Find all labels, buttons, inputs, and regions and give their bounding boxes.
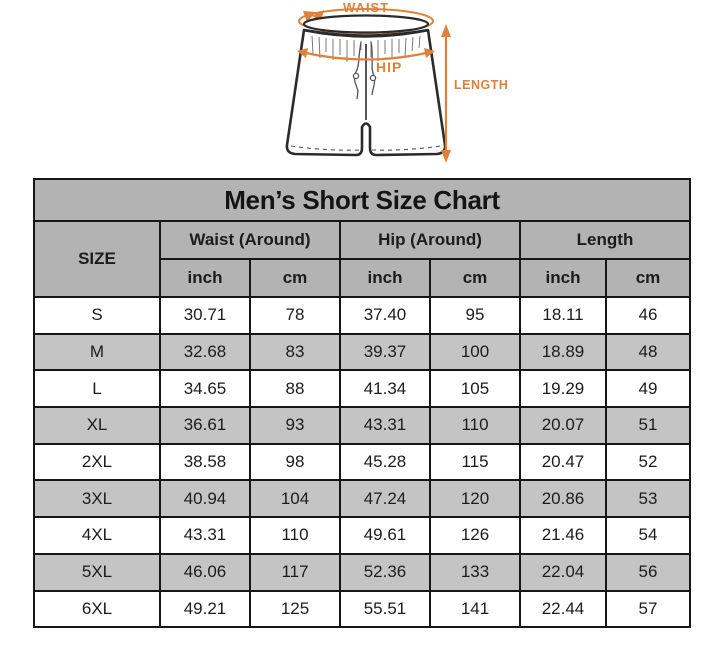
value-cell: 53 [605,479,691,519]
value-cell: 57 [605,589,691,629]
value-cell: 115 [429,442,521,482]
length-measure-arrow [441,24,451,163]
value-cell: 51 [605,406,691,445]
value-cell: 37.40 [339,296,431,335]
value-cell: 20.07 [519,406,607,445]
value-cell: 141 [429,589,521,629]
unit-header: inch [339,258,431,298]
unit-header: cm [605,258,691,298]
value-cell: 43.31 [159,516,251,555]
size-chart-table: Men’s Short Size Chart SIZE Waist (Aroun… [33,178,691,629]
size-cell: M [33,332,161,372]
table-title-row: Men’s Short Size Chart [33,178,691,222]
value-cell: 22.44 [519,589,607,629]
size-cell: 2XL [33,442,161,482]
value-cell: 126 [429,516,521,555]
value-cell: 48 [605,332,691,372]
value-cell: 105 [429,369,521,409]
value-cell: 20.86 [519,479,607,519]
table-row: S 30.71 78 37.40 95 18.11 46 [33,296,691,335]
value-cell: 46.06 [159,552,251,592]
shorts-measurement-diagram: WAIST HIP LENGTH [268,0,560,172]
value-cell: 54 [605,516,691,555]
size-cell: 3XL [33,479,161,519]
table-row: 5XL 46.06 117 52.36 133 22.04 56 [33,552,691,592]
value-cell: 46 [605,296,691,335]
unit-header: cm [249,258,341,298]
value-cell: 117 [249,552,341,592]
value-cell: 104 [249,479,341,519]
hem-stitching [290,145,442,151]
value-cell: 38.58 [159,442,251,482]
value-cell: 40.94 [159,479,251,519]
waist-group-header: Waist (Around) [159,220,341,260]
table-row: 4XL 43.31 110 49.61 126 21.46 54 [33,516,691,555]
value-cell: 95 [429,296,521,335]
value-cell: 36.61 [159,406,251,445]
value-cell: 39.37 [339,332,431,372]
size-cell: 4XL [33,516,161,555]
hip-label: HIP [376,59,402,75]
value-cell: 34.65 [159,369,251,409]
size-cell: 5XL [33,552,161,592]
value-cell: 49.61 [339,516,431,555]
value-cell: 18.89 [519,332,607,372]
shorts-illustration: WAIST HIP LENGTH [285,0,508,163]
value-cell: 30.71 [159,296,251,335]
size-cell: L [33,369,161,409]
table-unit-header-row: inch cm inch cm inch cm [34,258,691,298]
table-group-header-row: SIZE Waist (Around) Hip (Around) Length [33,220,691,298]
table-row: M 32.68 83 39.37 100 18.89 48 [33,332,691,372]
value-cell: 45.28 [339,442,431,482]
size-column-header: SIZE [33,220,161,298]
value-cell: 41.34 [339,369,431,409]
table-row: 2XL 38.58 98 45.28 115 20.47 52 [33,442,691,482]
value-cell: 19.29 [519,369,607,409]
waist-label: WAIST [343,0,389,15]
value-cell: 110 [429,406,521,445]
size-cell: 6XL [33,589,161,629]
length-label: LENGTH [454,78,508,92]
value-cell: 93 [249,406,341,445]
table-row: 3XL 40.94 104 47.24 120 20.86 53 [33,479,691,519]
value-cell: 22.04 [519,552,607,592]
size-cell: S [33,296,161,335]
value-cell: 49 [605,369,691,409]
value-cell: 18.11 [519,296,607,335]
value-cell: 32.68 [159,332,251,372]
value-cell: 100 [429,332,521,372]
value-cell: 110 [249,516,341,555]
value-cell: 78 [249,296,341,335]
value-cell: 83 [249,332,341,372]
value-cell: 125 [249,589,341,629]
value-cell: 98 [249,442,341,482]
value-cell: 88 [249,369,341,409]
hip-group-header: Hip (Around) [339,220,521,260]
unit-header: cm [429,258,521,298]
table-title: Men’s Short Size Chart [33,178,691,222]
unit-header: inch [519,258,607,298]
value-cell: 20.47 [519,442,607,482]
value-cell: 56 [605,552,691,592]
value-cell: 133 [429,552,521,592]
size-cell: XL [33,406,161,445]
table-row: L 34.65 88 41.34 105 19.29 49 [33,369,691,409]
hip-measure-arrow [297,48,435,61]
value-cell: 52 [605,442,691,482]
value-cell: 120 [429,479,521,519]
length-group-header: Length [519,220,691,260]
value-cell: 21.46 [519,516,607,555]
value-cell: 43.31 [339,406,431,445]
unit-header: inch [159,258,251,298]
table-row: 6XL 49.21 125 55.51 141 22.44 57 [33,589,691,629]
value-cell: 49.21 [159,589,251,629]
value-cell: 52.36 [339,552,431,592]
value-cell: 47.24 [339,479,431,519]
value-cell: 55.51 [339,589,431,629]
shorts-body [285,14,447,157]
drawstring [352,41,377,100]
table-row: XL 36.61 93 43.31 110 20.07 51 [33,406,691,445]
